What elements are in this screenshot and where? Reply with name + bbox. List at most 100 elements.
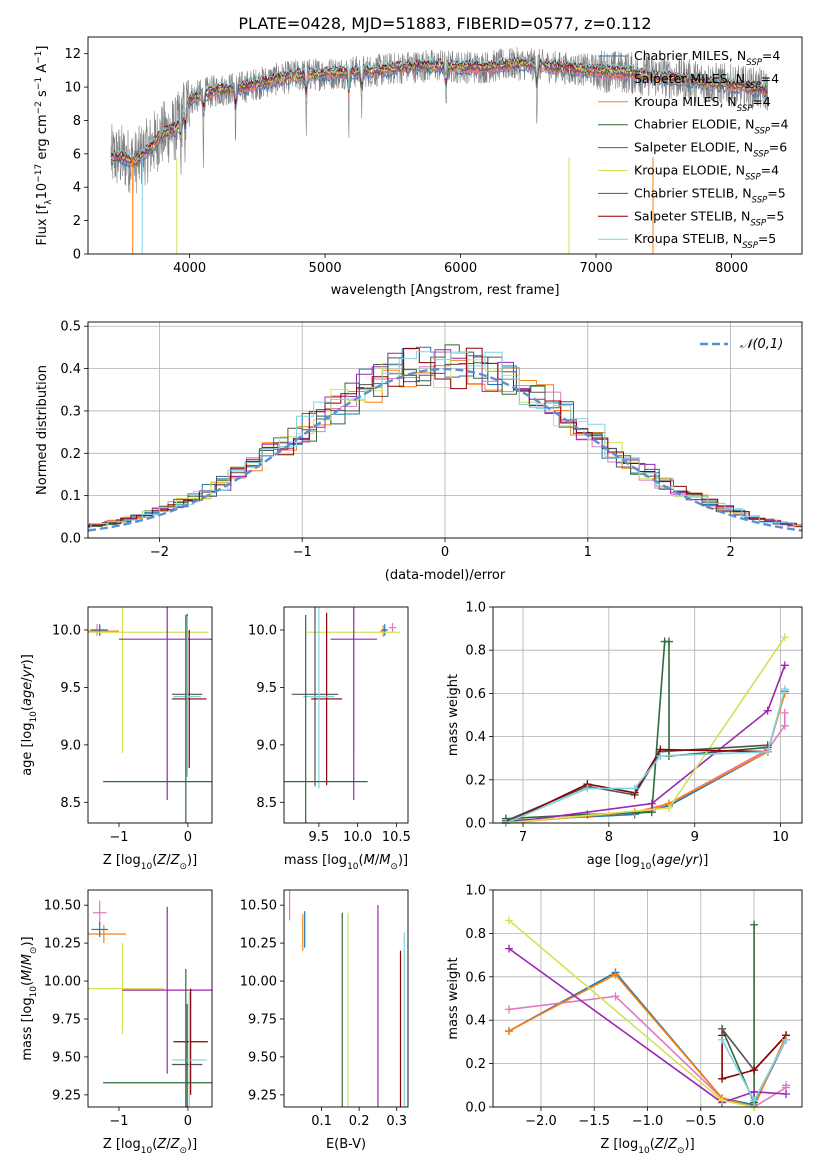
weight-marker	[780, 633, 789, 642]
label-part: M	[379, 853, 390, 868]
y-tick-label: 9.75	[248, 1012, 277, 1027]
y-tick-label: 0.1	[60, 489, 81, 504]
y-tick-label: 9.50	[52, 1050, 81, 1065]
label-part: 10	[347, 862, 359, 872]
label-part: age	[656, 853, 680, 868]
weight_vs_Z-frame	[492, 889, 803, 1108]
x-tick-label: −1.5	[578, 1114, 610, 1129]
label-part: /	[20, 677, 35, 682]
label-part: Z [log	[103, 1137, 141, 1152]
label-part: 10	[29, 711, 39, 723]
y-tick-label: 1.0	[465, 601, 486, 616]
label-part: SSP	[754, 127, 770, 137]
y-tick-label: 0.0	[60, 532, 81, 547]
weight-marker	[664, 803, 673, 812]
errorbar-point	[284, 615, 368, 823]
weight-marker	[718, 1035, 727, 1044]
label-part: 10	[141, 1146, 153, 1156]
age_vs_mass-frame	[283, 606, 409, 824]
y-tick-label: 6	[73, 147, 81, 162]
y-tick-label: 10.00	[240, 975, 277, 990]
y-tick-label: 9.25	[248, 1088, 277, 1103]
weight_vs_age-ylabel: mass weight	[446, 674, 461, 756]
weight-marker	[780, 661, 789, 670]
label-part: Z [log	[600, 1137, 638, 1152]
x-tick-label: 8	[605, 830, 613, 845]
label-part: Chabrier STELIB, N	[634, 185, 752, 200]
label-part: =6	[769, 140, 787, 155]
weight-marker	[780, 685, 789, 694]
errorbar-point	[103, 968, 212, 1107]
legend-label: Kroupa ELODIE, NSSP=4	[634, 163, 779, 183]
y-tick-label: 9.75	[52, 1012, 81, 1027]
label-part: Salpeter MILES, N	[634, 71, 745, 86]
figure-title: PLATE=0428, MJD=51883, FIBERID=0577, z=0…	[238, 14, 651, 33]
y-tick-label: 9.50	[248, 1050, 277, 1065]
weight-marker	[750, 1096, 759, 1105]
label-part: Z	[170, 853, 181, 868]
label-part: Z [log	[103, 853, 141, 868]
errorbar-point	[311, 612, 343, 786]
x-tick-label: 0.3	[386, 1114, 407, 1129]
errorbar-point	[380, 625, 387, 637]
age_vs_mass-axes: 9.5 10.0 10.5 8.5 9.0 9.5 10.0	[248, 623, 411, 845]
mass_vs_Z-plot	[88, 900, 212, 1107]
y-tick-label: 0.8	[465, 644, 486, 659]
errorbar-point	[88, 924, 126, 944]
age_vs_Z-axes: −1 0 8.5 9.0 9.5 10.0	[52, 623, 192, 845]
weight-marker	[763, 747, 772, 756]
weight-marker	[647, 799, 656, 808]
weight-line	[721, 1034, 787, 1080]
label-part: /	[681, 853, 686, 868]
y-tick-label: 0.4	[60, 362, 81, 377]
weight-marker	[611, 992, 620, 1001]
label-part: erg cm	[35, 114, 50, 163]
label-part: Salpeter STELIB, N	[634, 208, 750, 223]
label-part: Salpeter ELODIE, N	[634, 140, 753, 155]
label-part: (	[359, 853, 364, 868]
weight-marker	[782, 1035, 791, 1044]
label-part: mass [log	[20, 997, 35, 1060]
label-part: SSP	[752, 195, 768, 205]
residual-histogram	[88, 359, 802, 528]
weight_vs_Z-plot	[504, 916, 791, 1111]
y-tick-label: 4	[73, 181, 81, 196]
label-part: M	[20, 970, 35, 981]
label-part: Z	[654, 1137, 665, 1152]
x-tick-label: 10.5	[382, 830, 411, 845]
errorbar-point	[88, 607, 209, 753]
residuals-plot	[88, 344, 802, 532]
label-part: =4	[761, 163, 779, 178]
label-part: )]	[20, 654, 35, 664]
y-tick-label: 0.6	[465, 687, 486, 702]
y-tick-label: 9.0	[60, 738, 81, 753]
x-tick-label: 8000	[715, 261, 748, 276]
x-tick-label: 9.5	[309, 830, 330, 845]
label-part: Z	[170, 1137, 181, 1152]
weight-marker	[611, 970, 620, 979]
y-tick-label: 10.00	[44, 975, 81, 990]
y-tick-label: 10.25	[240, 937, 277, 952]
y-tick-label: 0.2	[465, 1057, 486, 1072]
mass_vs_Z-xlabel: Z [log10(Z/Z⊙)]	[103, 1137, 197, 1156]
weight-line	[505, 690, 786, 822]
label-part: 10	[638, 1146, 650, 1156]
label-part: age [log	[587, 853, 640, 868]
x-tick-label: 1	[584, 545, 592, 560]
residual-histogram	[88, 351, 802, 529]
label-part: SSP	[750, 218, 766, 228]
label-part: =5	[766, 208, 784, 223]
label-part: =5	[767, 185, 785, 200]
label-part: SSP	[742, 241, 758, 251]
spectrum-xlabel: wavelength [Angstrom, rest frame]	[331, 283, 560, 298]
weight_vs_age-frame	[492, 606, 803, 824]
y-tick-label: 10.0	[248, 623, 277, 638]
y-tick-label: 0.5	[60, 320, 81, 335]
mass_vs_Z-ylabel: mass [log10(M/M⊙)]	[20, 936, 39, 1060]
y-tick-label: 9.5	[256, 681, 277, 696]
model-salpeter-stelib	[110, 56, 768, 162]
mass_vs_ebv-axes: 0.1 0.2 0.3 9.25 9.50 9.75 10.00 10.25 10.50	[240, 899, 407, 1129]
label-part: /	[166, 853, 171, 868]
